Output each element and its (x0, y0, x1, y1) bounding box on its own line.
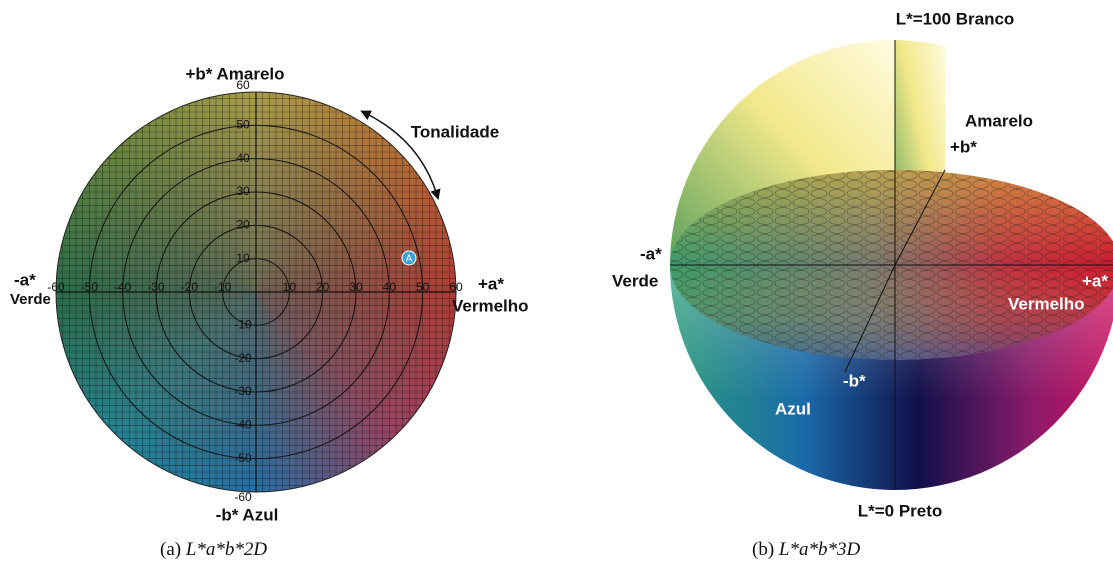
label: -a* (14, 270, 36, 289)
label: +a* (478, 274, 504, 293)
x-tick-label: 40 (383, 280, 397, 294)
x-tick-label: -40 (114, 280, 132, 294)
x-tick-label: -60 (47, 280, 65, 294)
label: -b* (843, 371, 866, 390)
label: Verde (10, 291, 51, 308)
y-tick-label: 10 (236, 251, 250, 265)
page: A +b* Amarelo -b* Azul -a* Verde +a* Ver… (0, 0, 1113, 571)
point-label: A (406, 254, 413, 265)
caption: (b) L*a*b*3D (752, 539, 860, 560)
y-tick-label: 40 (236, 151, 250, 165)
label: Vermelho (1008, 294, 1085, 313)
label: L*=100 Branco (896, 9, 1015, 28)
y-tick-label: -40 (234, 418, 252, 432)
label: Vermelho (452, 296, 529, 315)
label: -a* (640, 244, 662, 263)
y-tick-label: -60 (234, 490, 252, 504)
label: +b* Amarelo (185, 64, 284, 83)
x-tick-label: -10 (214, 280, 232, 294)
label: Verde (612, 271, 658, 290)
x-tick-label: -50 (81, 280, 99, 294)
caption: (a) L*a*b*2D (160, 539, 267, 560)
y-tick-label: 30 (236, 184, 250, 198)
caption-tag: (a) (160, 539, 181, 560)
caption-math: L*a*b*2D (185, 539, 268, 560)
x-tick-label: 50 (416, 280, 430, 294)
label: +b* (950, 137, 977, 156)
x-tick-label: 60 (449, 280, 463, 294)
caption-tag: (b) (752, 539, 774, 560)
caption-math: L*a*b*3D (778, 539, 861, 560)
x-tick-label: 30 (349, 280, 363, 294)
y-tick-label: -20 (234, 351, 252, 365)
x-tick-label: -20 (181, 280, 199, 294)
label: -b* Azul (216, 505, 279, 524)
figure: A +b* Amarelo -b* Azul -a* Verde +a* Ver… (0, 0, 1113, 571)
y-tick-label: 20 (236, 218, 250, 232)
label: +a* (1082, 271, 1108, 290)
y-tick-label: 50 (236, 118, 250, 132)
label: Azul (775, 399, 811, 418)
y-tick-label: 60 (236, 78, 250, 92)
y-tick-label: -50 (234, 451, 252, 465)
x-tick-label: -30 (147, 280, 165, 294)
label: Amarelo (965, 111, 1033, 130)
label: L*=0 Preto (858, 501, 943, 520)
y-tick-label: -30 (234, 384, 252, 398)
x-tick-label: 10 (283, 280, 297, 294)
label: Tonalidade (411, 122, 499, 141)
x-tick-label: 20 (316, 280, 330, 294)
y-tick-label: -10 (234, 318, 252, 332)
